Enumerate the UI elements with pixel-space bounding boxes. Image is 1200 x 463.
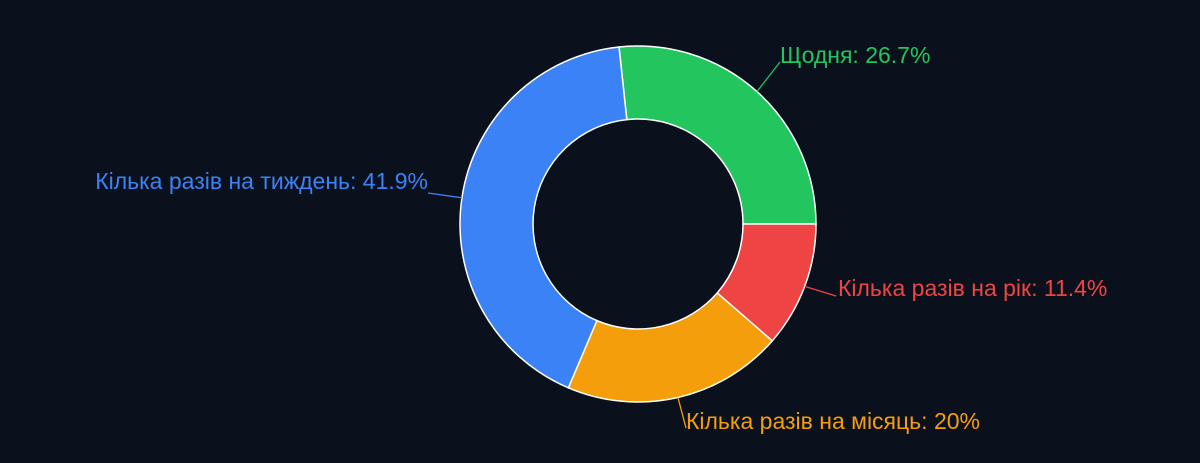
slice-label: Кілька разів на рік: 11.4%	[838, 275, 1107, 301]
slice-label: Кілька разів на місяць: 20%	[686, 408, 980, 434]
donut-slice	[618, 45, 817, 225]
leader-line	[677, 397, 687, 429]
donut-slice	[459, 46, 628, 389]
slice-label: Кілька разів на тиждень: 41.9%	[95, 168, 428, 194]
leader-line	[427, 192, 463, 199]
leader-line	[756, 61, 781, 92]
donut-slice	[567, 291, 774, 403]
slice-label: Щодня: 26.7%	[780, 42, 930, 68]
leader-line	[804, 285, 837, 297]
